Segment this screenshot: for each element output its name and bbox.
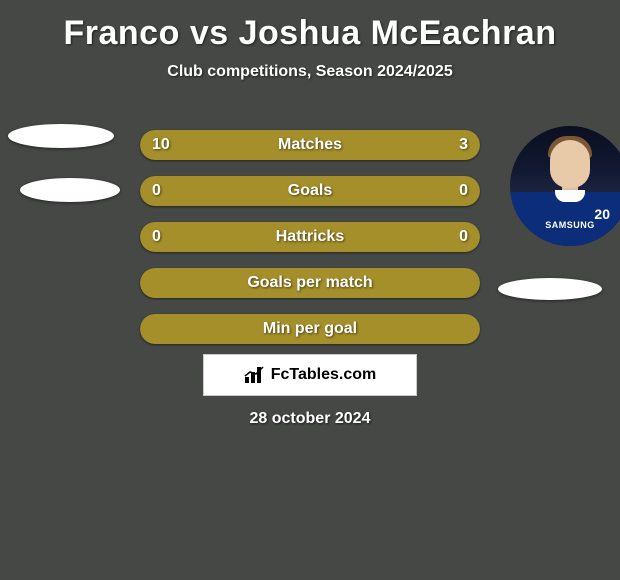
stat-row: Hattricks00 <box>0 214 620 260</box>
stat-bar-uniform <box>140 314 480 344</box>
stat-bar-track <box>140 222 480 252</box>
watermark-text: FcTables.com <box>271 366 377 384</box>
stat-bar-uniform <box>140 268 480 298</box>
stat-bar-track <box>140 314 480 344</box>
stat-bar-track <box>140 176 480 206</box>
stat-bar-left <box>140 222 310 252</box>
stat-bar-right <box>310 176 480 206</box>
stat-value-right: 0 <box>459 222 468 252</box>
bars-icon <box>244 366 266 384</box>
stat-bar-track <box>140 268 480 298</box>
stat-bar-right <box>310 222 480 252</box>
stat-bar-track <box>140 130 480 160</box>
stat-value-left: 10 <box>152 130 170 160</box>
stat-bar-left <box>140 130 395 160</box>
title-vs: vs <box>190 14 229 52</box>
comparison-infographic: Franco vs Joshua McEachran Club competit… <box>0 0 620 580</box>
stat-value-left: 0 <box>152 176 161 206</box>
page-title: Franco vs Joshua McEachran <box>0 0 620 53</box>
stat-value-right: 3 <box>459 130 468 160</box>
subtitle: Club competitions, Season 2024/2025 <box>0 63 620 81</box>
stat-value-right: 0 <box>459 176 468 206</box>
title-player2: Joshua McEachran <box>239 14 557 52</box>
stat-value-left: 0 <box>152 222 161 252</box>
stat-row: Matches103 <box>0 122 620 168</box>
stat-bar-left <box>140 176 310 206</box>
date-label: 28 october 2024 <box>0 410 620 428</box>
watermark: FcTables.com <box>203 354 417 396</box>
title-player1: Franco <box>64 14 180 52</box>
stat-row: Goals00 <box>0 168 620 214</box>
stat-row: Min per goal <box>0 306 620 352</box>
stat-row: Goals per match <box>0 260 620 306</box>
